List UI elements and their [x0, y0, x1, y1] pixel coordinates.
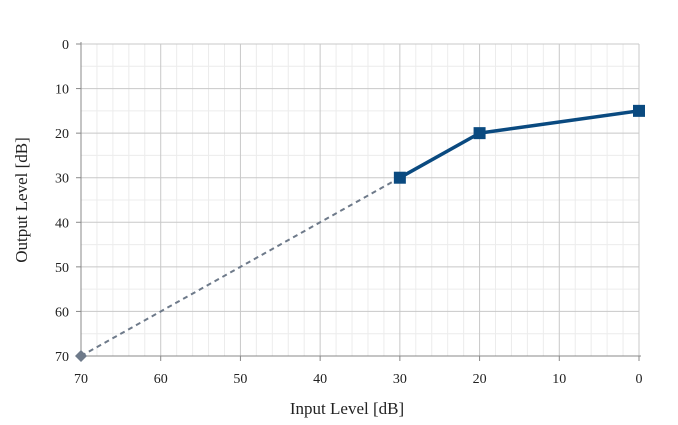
x-tick-label: 0	[636, 372, 643, 387]
x-tick-label: 50	[233, 372, 247, 387]
data-point-square	[473, 127, 486, 140]
data-point-square	[393, 171, 406, 184]
y-tick-label: 10	[55, 83, 69, 98]
y-axis-title: Output Level [dB]	[12, 137, 31, 263]
series-layer	[75, 104, 645, 362]
data-point-square	[633, 104, 645, 117]
y-tick-label: 70	[55, 350, 69, 365]
series-line-1	[399, 109, 640, 180]
minor-grid	[81, 44, 639, 356]
y-tick-label: 60	[55, 305, 69, 320]
y-tick-label: 20	[55, 127, 69, 142]
series-line-0	[80, 176, 401, 357]
x-tick-label: 60	[154, 372, 168, 387]
x-axis-title: Input Level [dB]	[290, 399, 404, 418]
tick-labels: 70 60 50 40 30 20 10 0 0 10 20 30 40 50 60 70	[55, 38, 643, 387]
y-tick-label: 0	[62, 38, 69, 53]
y-tick-label: 30	[55, 172, 69, 187]
x-tick-label: 70	[74, 372, 88, 387]
x-tick-label: 20	[473, 372, 487, 387]
x-tick-label: 10	[552, 372, 566, 387]
y-tick-label: 40	[55, 216, 69, 231]
y-tick-label: 50	[55, 261, 69, 276]
x-tick-label: 40	[313, 372, 327, 387]
x-tick-label: 30	[393, 372, 407, 387]
data-point-diamond	[75, 350, 87, 362]
axes	[76, 42, 641, 361]
